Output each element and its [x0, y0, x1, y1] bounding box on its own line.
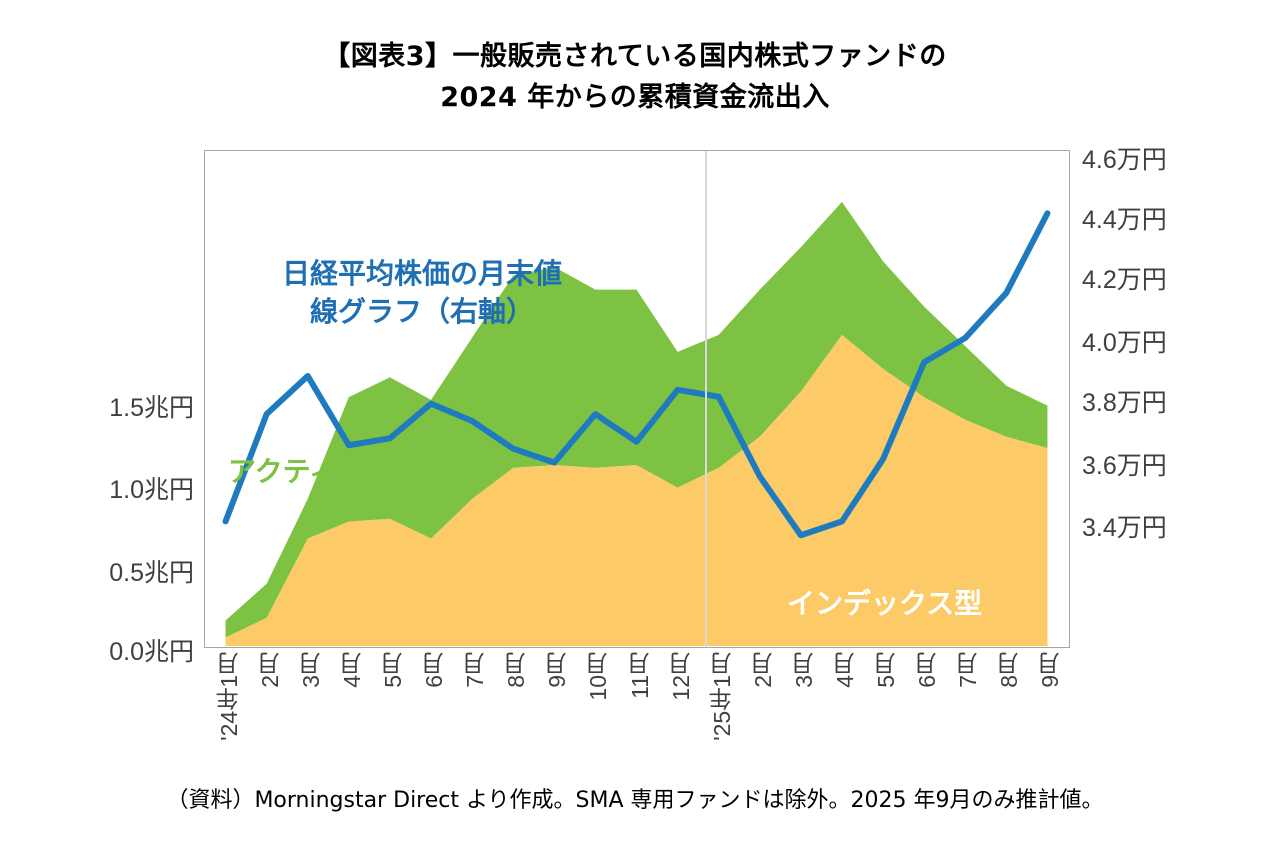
- x-axis-tick-label: 3月: [297, 652, 324, 688]
- y-axis-right-tick-3.6: 3.6万円: [1082, 452, 1167, 480]
- annotation-nikkei-line: 日経平均株価の月末値 線グラフ（右軸）: [248, 255, 596, 331]
- x-axis-tick-label: 3月: [790, 652, 817, 688]
- x-axis-tick-label: 8月: [996, 652, 1023, 688]
- y-axis-left-tick-0.5: 0.5兆円: [109, 559, 194, 587]
- x-axis-tick-label: '25年1月: [708, 652, 735, 741]
- y-axis-right-tick-4.6: 4.6万円: [1082, 146, 1167, 174]
- annotation-active-area: アクティブ型: [228, 455, 393, 488]
- source-note: （資料）Morningstar Direct より作成。SMA 専用ファンドは除…: [166, 788, 1104, 813]
- series-active-area: [225, 201, 1048, 638]
- y-axis-right-tick-4.4: 4.4万円: [1082, 206, 1167, 234]
- x-axis-tick-label: '24年1月: [215, 652, 242, 741]
- x-axis-tick-label: 4月: [338, 652, 365, 688]
- y-axis-right-tick-3.8: 3.8万円: [1082, 389, 1167, 417]
- x-axis-tick-label: 9月: [1037, 652, 1064, 688]
- x-axis-tick-label: 8月: [503, 652, 530, 688]
- y-axis-right-tick-3.4: 3.4万円: [1082, 514, 1167, 542]
- nikkei-line-path: [222, 210, 1051, 539]
- title-line-2: 2024 年からの累積資金流出入: [440, 82, 830, 113]
- page-title: 【図表3】一般販売されている国内株式ファンドの 2024 年からの累積資金流出入: [0, 36, 1270, 118]
- x-axis-tick-label: 6月: [421, 652, 448, 688]
- x-axis-tick-label: 2月: [256, 652, 283, 688]
- x-axis-tick-label: 5月: [873, 652, 900, 688]
- plot-area: [204, 150, 1070, 648]
- x-axis-tick-label: 4月: [831, 652, 858, 688]
- x-axis-tick-label: 2月: [749, 652, 776, 688]
- x-axis-tick-label: 9月: [544, 652, 571, 688]
- y-axis-left-tick-0.0: 0.0兆円: [109, 638, 194, 666]
- index-area-path: [225, 334, 1048, 646]
- x-axis-tick-label: 7月: [955, 652, 982, 688]
- annotation-nikkei-line-1: 日経平均株価の月末値: [281, 257, 562, 290]
- series-index-area: [225, 334, 1048, 646]
- y-axis-left-tick-1.5: 1.5兆円: [109, 394, 194, 422]
- chart-canvas: [222, 201, 1051, 646]
- y-axis-left-tick-1.0: 1.0兆円: [109, 476, 194, 504]
- annotation-index-area: インデックス型: [787, 587, 983, 620]
- x-axis-tick-label: 6月: [914, 652, 941, 688]
- active-area-path: [225, 201, 1048, 638]
- y-axis-right-tick-4.0: 4.0万円: [1082, 329, 1167, 357]
- x-axis-tick-label: 5月: [379, 652, 406, 688]
- y-axis-right-tick-4.2: 4.2万円: [1082, 266, 1167, 294]
- x-axis-labels: '24年1月 2月 3月 4月 5月 6月 7月 8月 9月 10月 11月 12月 '25年1月 2月 3…: [204, 652, 1070, 772]
- annotation-nikkei-line-2: 線グラフ（右軸）: [309, 295, 534, 328]
- year-divider-line: [705, 151, 707, 647]
- title-line-1: 【図表3】一般販売されている国内株式ファンドの: [323, 41, 947, 72]
- x-axis-tick-label: 10月: [585, 652, 612, 701]
- x-axis-tick-label: 11月: [626, 652, 653, 699]
- series-nikkei-line: [222, 210, 1051, 539]
- x-axis-tick-label: 7月: [462, 652, 489, 688]
- x-axis-tick-label: 12月: [667, 652, 694, 701]
